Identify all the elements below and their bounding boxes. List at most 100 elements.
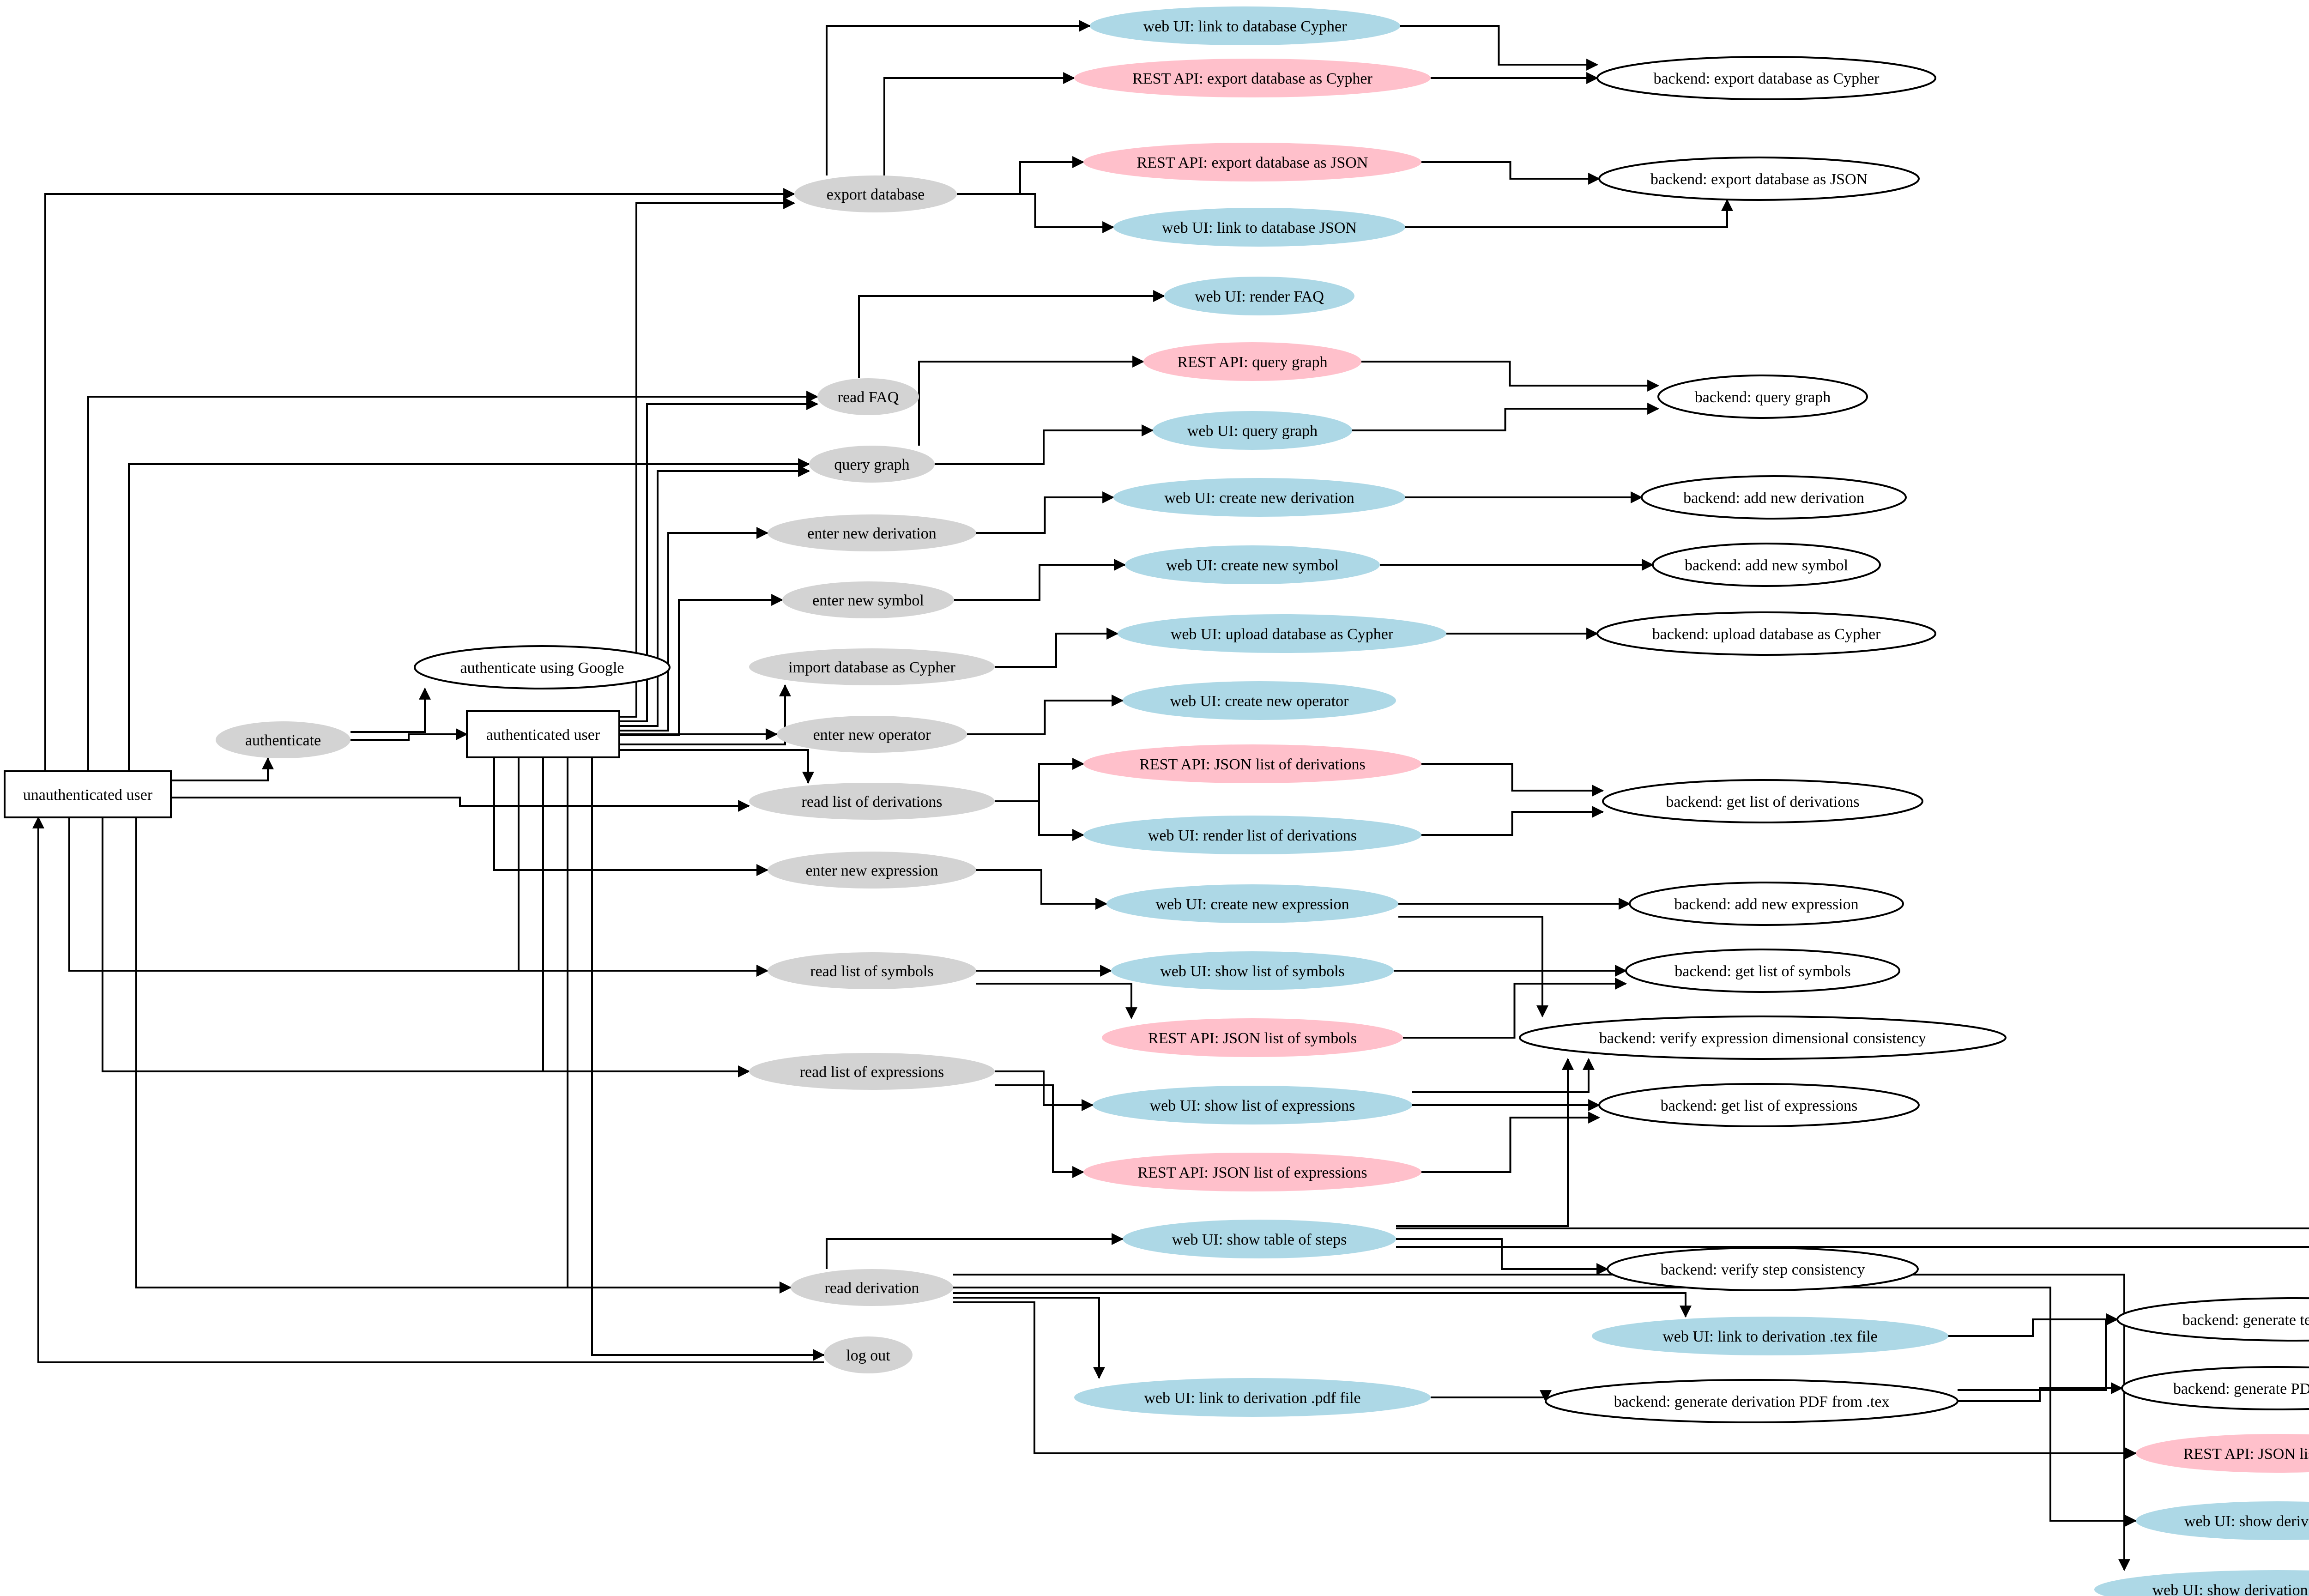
edge-uc_newop-to-w_newop [967, 695, 1124, 735]
edge-uc_readderiv-to-r_steps [953, 1301, 2137, 1459]
node-b_gentex: backend: generate tex for derivation [2116, 1297, 2309, 1342]
node-shape-r_syms [1102, 1018, 1403, 1057]
edge-uc_faq-to-w_faq [858, 290, 1166, 378]
node-b_expcy: backend: export database as Cypher [1596, 56, 1936, 100]
node-shape-w_gvpng [2094, 1570, 2309, 1596]
node-shape-b_verifydim [1519, 1016, 2007, 1060]
node-shape-b_genpdf [2121, 1366, 2309, 1410]
node-uc_authn: authenticate [216, 721, 351, 758]
edge-uc_readderiv-to-w_d3js [953, 1287, 2137, 1527]
edge-uc_readderivs-to-r_derivs [995, 758, 1085, 802]
node-shape-r_expjson [1083, 143, 1421, 181]
edge-uc_authn-to-auth [351, 728, 468, 741]
edge-w_renderderivs-to-b_getderivs [1421, 806, 1604, 836]
node-shape-b_gentex [2116, 1297, 2309, 1342]
node-shape-r_exprs [1083, 1153, 1421, 1191]
node-b_verifystep: backend: verify step consistency [1607, 1247, 1919, 1291]
node-shape-auth [466, 710, 620, 758]
node-shape-b_getsyms [1625, 949, 1900, 993]
edge-r_expjson-to-b_expjson [1421, 161, 1601, 185]
node-w_query: web UI: query graph [1153, 411, 1352, 450]
node-shape-w_linkjson [1113, 208, 1405, 247]
edge-w_tablesteps-to-b_verifystep [1396, 1238, 1609, 1275]
edge-uc_export-to-r_expjson [957, 156, 1085, 195]
node-shape-w_showexprs [1093, 1086, 1412, 1124]
node-uc_export: export database [794, 175, 957, 212]
node-w_gvpng: web UI: show derivation graphviz PNG [2094, 1570, 2309, 1596]
node-shape-r_derivs [1083, 744, 1421, 783]
edge-auth-to-uc_readexprs [542, 757, 750, 1077]
edge-uc_authn-to-n_google [351, 687, 431, 733]
node-r_steps: REST API: JSON list of steps [2136, 1434, 2309, 1473]
node-uc_readderivs: read list of derivations [749, 783, 995, 820]
edge-uc_query-to-w_query [935, 424, 1154, 465]
node-shape-b_getderivs [1602, 779, 1923, 823]
node-shape-uc_readderiv [791, 1269, 953, 1306]
node-r_syms: REST API: JSON list of symbols [1102, 1018, 1403, 1057]
edge-auth-to-uc_readderiv [567, 757, 792, 1294]
edge-r_syms-to-b_getsyms [1403, 978, 1627, 1039]
edge-uc_readderiv-to-w_tablesteps [826, 1233, 1124, 1269]
edge-uc_readderiv-to-w_textex [953, 1292, 1692, 1318]
node-shape-uc_readexprs [749, 1053, 995, 1090]
node-shape-w_renderderivs [1083, 816, 1421, 854]
node-w_tablesteps: web UI: show table of steps [1123, 1220, 1396, 1258]
node-shape-b_getexprs [1598, 1083, 1920, 1127]
node-shape-unauth [4, 770, 172, 818]
edge-auth-to-uc_readderivs [619, 749, 814, 784]
node-shape-uc_newop [777, 716, 967, 753]
node-unauth: unauthenticated user [4, 770, 172, 818]
node-uc_readderiv: read derivation [791, 1269, 953, 1306]
node-uc_readsyms: read list of symbols [768, 952, 976, 989]
node-uc_readexprs: read list of expressions [749, 1053, 995, 1090]
node-r_query: REST API: query graph [1143, 342, 1361, 381]
node-shape-w_tablesteps [1123, 1220, 1396, 1258]
edge-w_tablesteps-to-b_getsteps [1396, 1246, 2309, 1248]
edge-w_pdf-to-b_genderivpdf [1431, 1390, 1552, 1403]
node-w_showsyms: web UI: show list of symbols [1111, 951, 1394, 990]
node-shape-b_addexpr [1629, 882, 1904, 926]
node-w_newop: web UI: create new operator [1123, 681, 1396, 720]
edge-auth-to-uc_import [619, 684, 791, 745]
node-uc_newsym: enter new symbol [782, 581, 954, 618]
edge-auth-to-uc_export [619, 197, 796, 718]
node-uc_logout: log out [824, 1336, 913, 1373]
edge-layer [32, 20, 2309, 1572]
edge-r_derivs-to-b_getderivs [1421, 763, 1604, 797]
edge-auth-to-uc_readsyms [518, 757, 769, 977]
node-r_exprs: REST API: JSON list of expressions [1083, 1153, 1421, 1191]
node-b_expjson: backend: export database as JSON [1598, 157, 1920, 201]
edge-r_exprs-to-b_getexprs [1421, 1112, 1601, 1173]
node-b_getexprs: backend: get list of expressions [1598, 1083, 1920, 1127]
edge-b_genderivpdf-to-b_gentex [1958, 1313, 2119, 1391]
node-uc_import: import database as Cypher [749, 648, 995, 685]
node-uc_query: query graph [809, 446, 935, 483]
node-shape-w_query [1153, 411, 1352, 450]
edge-w_linkcy-to-b_expcy [1400, 25, 1599, 71]
edge-uc_readderiv-to-w_gvpng [953, 1274, 2130, 1572]
node-uc_faq: read FAQ [817, 378, 919, 415]
node-shape-uc_authn [216, 721, 351, 758]
node-b_addsym: backend: add new symbol [1652, 543, 1881, 587]
edge-uc_readderivs-to-w_renderderivs [995, 800, 1085, 841]
node-layer: unauthenticated user authenticated user au… [4, 6, 2309, 1596]
edge-w_newexpr-to-b_verifydim [1398, 916, 1548, 1018]
edge-w_tablesteps-to-b_getexprstep [1396, 1227, 2309, 1229]
edge-uc_readexprs-to-r_exprs [995, 1084, 1085, 1178]
node-b_upload: backend: upload database as Cypher [1596, 611, 1936, 656]
node-shape-uc_logout [824, 1336, 913, 1373]
node-w_pdf: web UI: link to derivation .pdf file [1074, 1378, 1431, 1417]
node-w_newexpr: web UI: create new expression [1106, 884, 1398, 923]
edge-uc_import-to-w_upload [995, 628, 1119, 668]
node-shape-b_expjson [1598, 157, 1920, 201]
edge-w_query-to-b_query [1352, 403, 1660, 431]
edge-uc_readderiv-to-w_pdf [953, 1297, 1105, 1379]
node-w_newderiv: web UI: create new derivation [1113, 478, 1405, 517]
edge-unauth-to-uc_readexprs [102, 817, 750, 1077]
node-shape-b_addsym [1652, 543, 1881, 587]
edge-w_showexprs-to-b_verifydim [1412, 1058, 1595, 1093]
edge-b_genderivpdf-to-b_genpdf [1958, 1382, 2123, 1402]
node-shape-w_faq [1164, 277, 1354, 315]
